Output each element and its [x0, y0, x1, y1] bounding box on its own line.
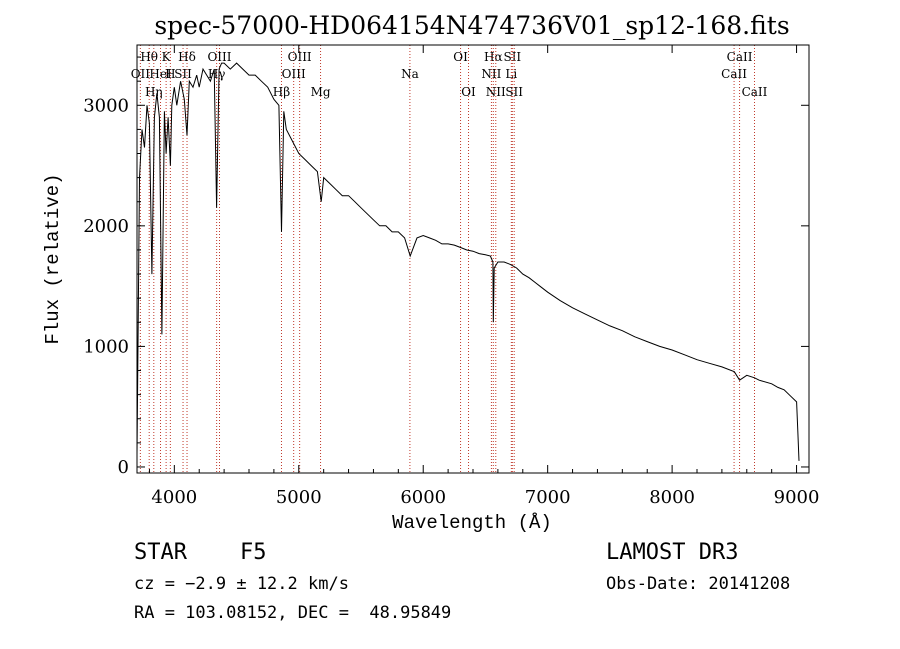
x-axis-label: Wavelength (Å) — [392, 512, 552, 534]
line-marker-label: OIII — [282, 67, 306, 81]
object-type: STAR — [134, 540, 187, 565]
line-marker-label: Mg — [311, 85, 331, 99]
line-marker-label: CaII — [721, 67, 747, 81]
redshift-value: cz = −2.9 ± 12.2 km/s — [134, 574, 349, 594]
line-marker-label: HeI — [149, 67, 172, 81]
x-tick-label: 8000 — [649, 487, 695, 508]
line-marker-label: OIII — [288, 50, 312, 64]
coordinates: RA = 103.08152, DEC = 48.95849 — [134, 603, 452, 623]
line-marker-label: Hα — [484, 50, 503, 64]
line-marker-label: Li — [505, 67, 517, 81]
line-marker-label: OI — [461, 85, 476, 99]
line-marker-label: K — [162, 50, 172, 64]
spectral-subclass: F5 — [240, 540, 267, 565]
x-tick-label: 5000 — [276, 487, 322, 508]
spectrum-series — [136, 62, 800, 461]
line-marker-label: SII — [174, 67, 192, 81]
line-marker-label: Hδ — [178, 50, 196, 64]
line-marker-label: OI — [453, 50, 468, 64]
y-axis: 0 1000 2000 3000 — [83, 56, 809, 478]
chart-title: spec-57000-HD064154N474736V01_sp12-168.f… — [154, 11, 789, 40]
spectrum-line — [136, 62, 800, 461]
x-tick-label: 4000 — [151, 487, 197, 508]
line-marker-label: NII — [481, 67, 501, 81]
y-tick-label: 2000 — [83, 216, 129, 237]
x-tick-label: 6000 — [400, 487, 446, 508]
x-tick-label: 9000 — [774, 487, 820, 508]
y-tick-label: 0 — [118, 457, 129, 478]
line-marker-label: Hη — [145, 85, 163, 99]
line-marker-label: Hβ — [273, 85, 290, 99]
x-axis: 4000 5000 6000 7000 8000 9000 — [148, 45, 820, 508]
y-axis-label: Flux (relative) — [42, 173, 64, 344]
line-marker-label: CaII — [727, 50, 753, 64]
line-marker-label: Na — [401, 67, 419, 81]
line-marker-label: Hγ — [208, 67, 226, 81]
line-marker-label: OII — [131, 67, 151, 81]
y-tick-label: 1000 — [83, 336, 129, 357]
line-marker-label: NII — [486, 85, 506, 99]
line-marker-label: Hθ — [140, 50, 158, 64]
survey-name: LAMOST DR3 — [606, 540, 739, 565]
line-marker-label: H — [165, 67, 175, 81]
x-tick-label: 7000 — [525, 487, 571, 508]
plot-frame — [136, 44, 810, 474]
y-tick-label: 3000 — [83, 95, 129, 116]
line-marker-label: CaII — [742, 85, 768, 99]
line-marker-label: SII — [505, 85, 523, 99]
line-marker-label: OIII — [207, 50, 231, 64]
line-marker-label: SII — [503, 50, 521, 64]
obs-date: Obs-Date: 20141208 — [606, 574, 791, 594]
